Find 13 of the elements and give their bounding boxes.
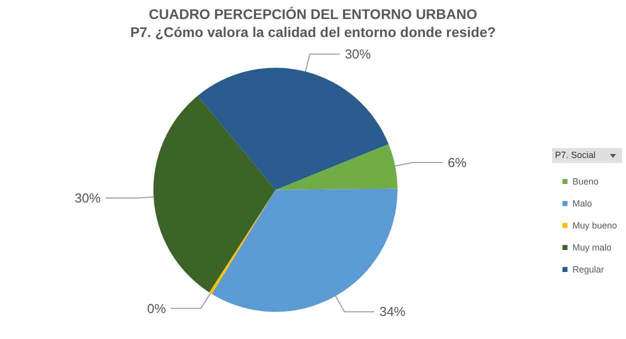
data-label: 0%	[147, 300, 166, 316]
legend-label: Muy bueno	[572, 220, 617, 230]
data-label: 6%	[448, 155, 468, 170]
data-label: 30%	[74, 190, 102, 206]
chart-subtitle: P7. ¿Cómo valora la calidad del entorno donde reside?	[130, 24, 496, 40]
data-label: 34%	[379, 304, 406, 320]
legend-label: Muy malo	[572, 242, 612, 252]
data-label: 30%	[344, 46, 372, 62]
legend-label: Malo	[572, 198, 592, 208]
legend-title: P7. Social	[552, 148, 622, 163]
chart-title: CUADRO PERCEPCIÓN DEL ENTORNO URBANO	[148, 6, 478, 22]
legend-label: Regular	[572, 264, 604, 274]
legend-label: Bueno	[572, 176, 598, 186]
